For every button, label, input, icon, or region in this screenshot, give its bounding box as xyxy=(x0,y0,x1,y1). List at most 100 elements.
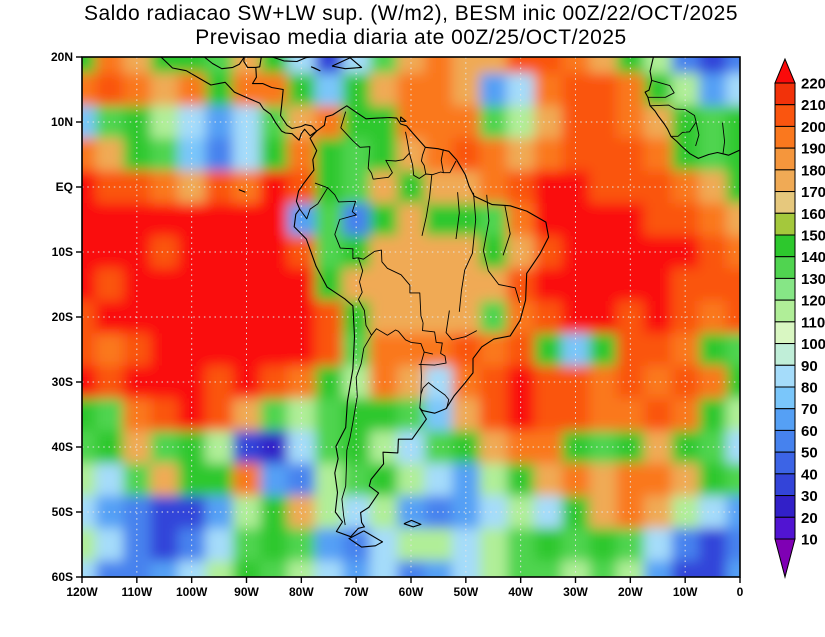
y-tick-label: 10N xyxy=(51,115,73,129)
heatmap-cell xyxy=(534,528,563,562)
heatmap-cell xyxy=(260,528,289,562)
x-tick-label: 70W xyxy=(344,585,369,599)
heatmap-cell xyxy=(726,398,740,432)
heatmap-cell xyxy=(452,138,481,172)
heatmap-cell xyxy=(397,203,426,237)
heatmap-cell xyxy=(82,365,97,400)
heatmap-cell xyxy=(479,463,508,497)
x-tick-label: 0 xyxy=(737,585,744,599)
heatmap-cell xyxy=(616,73,646,107)
heatmap-cell xyxy=(424,203,454,237)
heatmap-cell xyxy=(315,333,344,367)
heatmap-cell xyxy=(315,203,344,237)
heatmap-cell xyxy=(315,73,344,107)
heatmap-cell xyxy=(452,365,481,400)
colorbar-label: 180 xyxy=(801,162,825,179)
heatmap-cell xyxy=(698,57,728,75)
colorbar-label: 210 xyxy=(801,97,825,114)
border-line xyxy=(358,299,434,355)
heatmap-cell xyxy=(369,398,399,432)
heatmap-cell xyxy=(82,463,97,497)
heatmap-cell xyxy=(260,73,289,107)
coastline-central-america-caribbean xyxy=(243,57,318,132)
heatmap-cell xyxy=(150,235,179,270)
heatmap-cell xyxy=(177,138,207,172)
heatmap-cell xyxy=(561,138,591,172)
heatmap-cell xyxy=(369,203,399,237)
colorbar-cell xyxy=(774,429,796,453)
heatmap-cell xyxy=(452,463,481,497)
heatmap-cell xyxy=(342,235,371,270)
heatmap-cell xyxy=(150,398,179,432)
heatmap-cell xyxy=(315,430,344,465)
colorbar-cell xyxy=(774,234,796,258)
heatmap-cell xyxy=(205,560,234,577)
heatmap-cell xyxy=(150,170,179,205)
colorbar-cell xyxy=(774,191,796,214)
colorbar: 220 210 200 190 180 170 160 150 140 130 120 110 100 9… xyxy=(774,57,825,579)
border-line xyxy=(340,111,374,180)
heatmap-cell xyxy=(232,203,262,237)
heatmap-cell xyxy=(177,170,207,205)
colorbar-label: 60 xyxy=(801,423,818,440)
heatmap-cell xyxy=(150,463,179,497)
heatmap-cell xyxy=(150,365,179,400)
colorbar-cell xyxy=(774,277,796,301)
x-tick-label: 40W xyxy=(508,585,533,599)
x-tick-label: 60W xyxy=(399,585,424,599)
heatmap-cell xyxy=(369,73,399,107)
heatmap-cell xyxy=(424,528,454,562)
heatmap-cell xyxy=(177,365,207,400)
heatmap-cell xyxy=(452,430,481,465)
heatmap-cell xyxy=(452,235,481,270)
heatmap-cell xyxy=(82,138,97,172)
heatmap-cell xyxy=(726,235,740,270)
heatmap-cell xyxy=(95,268,125,302)
heatmap-cell xyxy=(287,463,317,497)
colorbar-cell xyxy=(774,364,796,388)
heatmap-cell xyxy=(589,333,618,367)
border-line xyxy=(373,131,410,180)
colorbar-label: 200 xyxy=(801,119,825,136)
heatmap-cell xyxy=(644,528,673,562)
heatmap-cell xyxy=(260,268,289,302)
axis-ticks-and-labels: 120W 110W 100W 90W 80W 70W 60W 50W 40W 30W 20W 10W 0… xyxy=(51,50,744,599)
y-tick-label: 60S xyxy=(52,570,73,584)
heatmap-cell xyxy=(315,365,344,400)
heatmap-cell xyxy=(616,300,646,335)
heatmap-cell xyxy=(342,73,371,107)
heatmap-cell xyxy=(534,560,563,577)
heatmap-cell xyxy=(315,57,344,75)
colorbar-label: 150 xyxy=(801,228,825,245)
map-plot-area: 120W 110W 100W 90W 80W 70W 60W 50W 40W 30W 20W 10W 0… xyxy=(51,50,744,599)
heatmap-cell xyxy=(479,268,508,302)
border-line xyxy=(420,382,450,409)
heatmap-cell xyxy=(479,138,508,172)
heatmap-cell xyxy=(506,57,536,75)
heatmap-cell xyxy=(726,105,740,140)
heatmap-cell xyxy=(644,235,673,270)
heatmap-cell xyxy=(589,398,618,432)
heatmap-cell xyxy=(726,463,740,497)
y-tick-label: 20S xyxy=(52,310,73,324)
heatmap-cell xyxy=(315,560,344,577)
heatmap-cell xyxy=(589,560,618,577)
heatmap-cell xyxy=(589,528,618,562)
heatmap-cell xyxy=(534,268,563,302)
colorbar-cell xyxy=(774,299,796,323)
colorbar-cell xyxy=(774,473,796,497)
heatmap-cell xyxy=(616,203,646,237)
heatmap-cell xyxy=(479,365,508,400)
heatmap-cell xyxy=(150,138,179,172)
heatmap-cell xyxy=(369,268,399,302)
coastline-falkland-islands xyxy=(403,519,422,528)
colorbar-cell xyxy=(774,104,796,127)
heatmap-cell xyxy=(698,138,728,172)
heatmap-cell xyxy=(424,398,454,432)
colorbar-cell xyxy=(774,495,796,518)
heatmap-cell xyxy=(506,333,536,367)
border-line xyxy=(502,205,511,256)
heatmap-cell xyxy=(150,560,179,577)
heatmap-cell xyxy=(479,398,508,432)
heatmap-cell xyxy=(644,138,673,172)
